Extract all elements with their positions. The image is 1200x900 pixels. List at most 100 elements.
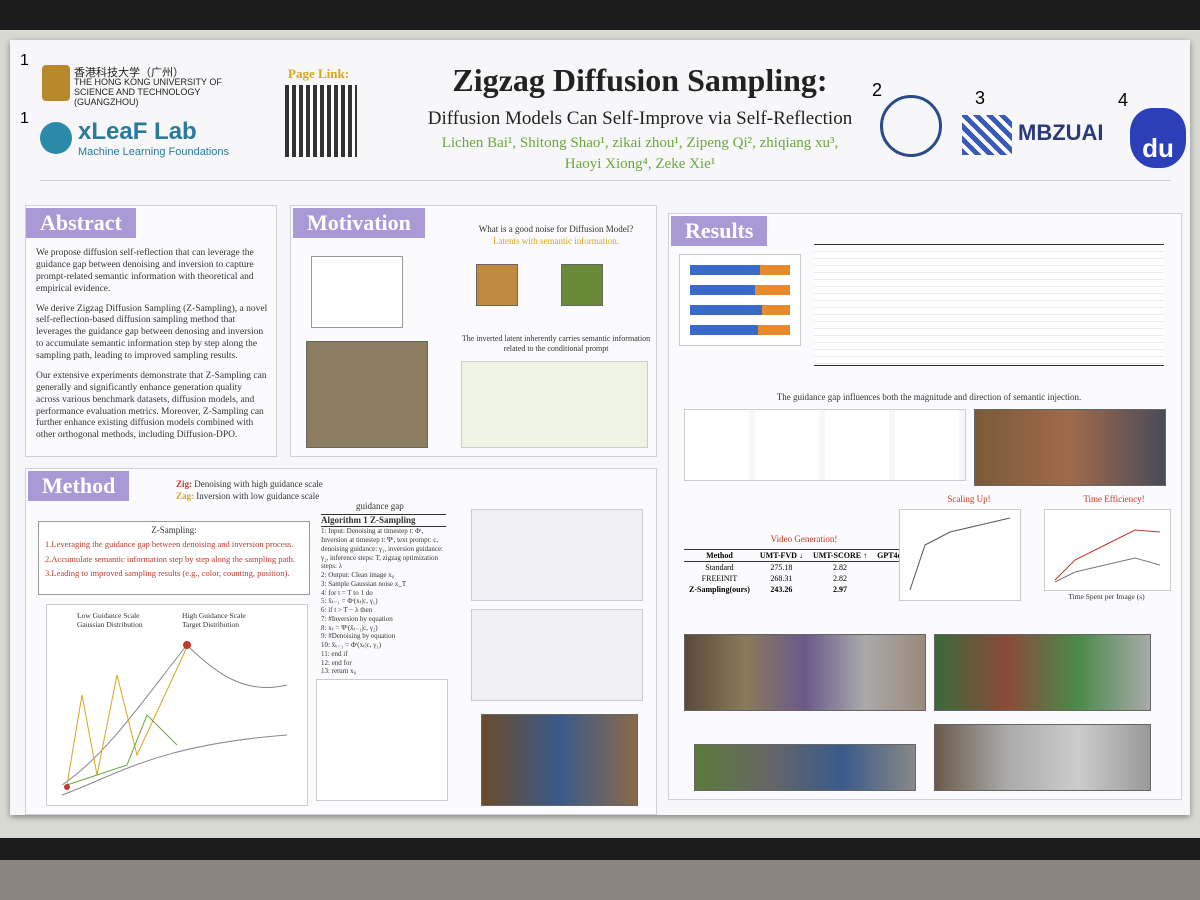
zig-label: Zig: [176, 479, 193, 489]
line-plots [684, 409, 966, 481]
question: What is a good noise for Diffusion Model… [478, 224, 634, 234]
caption: The inverted latent inherently carries s… [461, 334, 651, 353]
algo-lines: 1: Input: Denoising at timestep t: Φᵗ, I… [321, 527, 446, 676]
affil-number: 1 [20, 52, 29, 69]
page-link: Page Link: [288, 66, 350, 81]
table-cell: 268.31 [770, 574, 793, 583]
abstract-panel: Abstract We propose diffusion self-refle… [25, 205, 277, 457]
section-title: Abstract [26, 208, 136, 238]
figure [311, 256, 403, 328]
zag: Zag: Inversion with low guidance scale [176, 491, 319, 502]
abstract-paragraph: Our extensive experiments demonstrate th… [36, 370, 267, 441]
divider [40, 180, 1170, 181]
time-title: Time Efficiency! [1083, 494, 1145, 504]
bar [690, 285, 755, 295]
zigzag-diagram [61, 641, 288, 796]
algo-title: Algorithm 1 Z-Sampling [321, 514, 446, 528]
affil-number: 1 [20, 110, 29, 127]
floor [0, 860, 1200, 900]
results-panel: Results The guidance gap influences both… [668, 213, 1182, 800]
lab-logo [40, 122, 72, 154]
scaling-title: Scaling Up! [947, 494, 991, 504]
algo-line: 2: Output: Clean image x₀ [321, 571, 395, 579]
header-cell: UMT-SCORE ↑ [807, 549, 873, 562]
bar [690, 265, 760, 275]
abstract-text: We propose diffusion self-reflection tha… [36, 248, 268, 450]
subtitle: Diffusion Models Can Self-Improve via Se… [427, 108, 853, 129]
algorithm: Algorithm 1 Z-Sampling 1: Input: Denoisi… [321, 514, 446, 684]
zig-text: Denoising with high guidance scale [194, 479, 323, 489]
bar [762, 305, 790, 315]
lab-name: xLeaF Lab [78, 118, 197, 145]
affil-number: 2 [872, 80, 883, 100]
image-grid [934, 724, 1151, 791]
results-table [814, 244, 1164, 366]
image-grid [481, 714, 638, 806]
scaling-plot [899, 509, 1021, 601]
table-cell: 2.82 [833, 574, 848, 583]
zig: Zig: Denoising with high guidance scale [176, 479, 323, 490]
method-item: 2.Accumulate semantic information step b… [45, 553, 295, 564]
legend-entry: Target Distribution [182, 620, 240, 630]
curve [1054, 529, 1161, 581]
affil-number: 4 [1118, 90, 1129, 110]
curve [1054, 557, 1161, 583]
plot [316, 679, 448, 801]
mbzuai-logo [962, 115, 1012, 155]
table-cell: 2.97 [833, 585, 848, 594]
algo-line: 3: Sample Gaussian noise x_T [321, 579, 407, 588]
legend-entry: Gaussian Distribution [77, 620, 143, 630]
header-cell: UMT-FVD ↓ [754, 549, 808, 562]
image-grid [306, 341, 428, 448]
abstract-paragraph: We propose diffusion self-reflection tha… [36, 248, 254, 294]
baidu-logo: du [1130, 108, 1186, 168]
bar [758, 325, 790, 335]
hkust-cn: 香港科技大学（广州） [74, 67, 184, 79]
authors: Lichen Bai¹, Shitong Shao¹, zikai zhou¹,… [441, 135, 839, 151]
bar [690, 305, 762, 315]
algo-line: 9: #Denoising by equation [321, 632, 396, 641]
plot [471, 509, 643, 601]
method-item: 3.Leading to improved sampling results (… [45, 568, 290, 579]
legend-entry: Low Guidance Scale [77, 611, 140, 620]
table-cell: 275.18 [770, 563, 793, 572]
path [66, 646, 188, 786]
time-curves [1054, 529, 1161, 583]
bar-figure [679, 254, 801, 346]
lab-sub: Machine Learning Foundations [78, 146, 230, 158]
algo-line: 5: x̃ₜ₋₁ = Φᵗ(xₜ|c, γ₁) [321, 597, 378, 606]
algo-line: 8: xₜ = Ψᵗ(x̃ₜ₋₁|c, γ₂) [321, 623, 378, 632]
start [64, 784, 70, 790]
table-cell: FREEINIT [701, 574, 738, 583]
curve [909, 517, 1011, 591]
algo-line: 13: return x₀ [321, 667, 357, 676]
algo-line: 11: end if [321, 649, 348, 658]
method-figure: Low Guidance Scale High Guidance Scale Gau… [46, 604, 308, 806]
abstract-paragraph: We derive Zigzag Diffusion Sampling (Z-S… [36, 303, 268, 362]
table-cell: Standard [705, 563, 734, 572]
image-grid [934, 634, 1151, 711]
figure [461, 361, 648, 448]
image-grid [974, 409, 1166, 486]
time-plot [1044, 509, 1171, 591]
time-axis-label: Time Spent per Image (s) [1068, 592, 1145, 601]
zag-text: Inversion with low guidance scale [196, 491, 320, 501]
legend: Low Guidance Scale High Guidance Scale Gau… [77, 611, 297, 630]
image-grid [684, 634, 926, 711]
algo-line: 1: Input: Denoising at timestep t: Φᵗ, I… [321, 527, 443, 571]
algo-line: 12: end for [321, 658, 352, 667]
guidance-gap: guidance gap [356, 501, 404, 511]
qr-code [285, 85, 357, 157]
frame [0, 0, 1200, 30]
authors: Haoyi Xiong⁴, Zeke Xie¹ [564, 156, 716, 172]
affil-number: 3 [975, 88, 986, 108]
curve [61, 734, 288, 796]
z-sampling-box: Z-Sampling: 1.Leveraging the guidance ga… [38, 521, 310, 595]
section-title: Motivation [293, 208, 425, 238]
curve [61, 644, 288, 786]
section-title: Results [671, 216, 768, 246]
answer: Latents with semantic information. [493, 236, 619, 246]
table-cell: 2.82 [833, 563, 848, 572]
motivation-panel: Motivation What is a good noise for Diff… [290, 205, 657, 457]
